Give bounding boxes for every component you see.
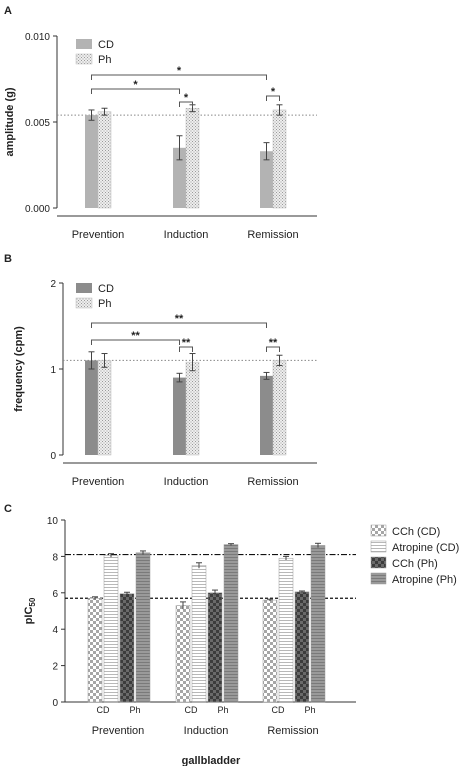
y-tick-label: 10 <box>47 516 59 527</box>
x-category-label: Prevention <box>72 476 125 488</box>
legend-swatch <box>76 283 92 293</box>
y-axis-label-sub: 50 <box>28 597 37 606</box>
y-tick-label: 0 <box>50 451 56 462</box>
bar-cd <box>173 147 186 208</box>
bar-ph <box>185 361 200 456</box>
bar-cd <box>260 151 273 208</box>
x-category-label: Remission <box>267 725 318 737</box>
y-tick-label: 0.010 <box>25 32 50 43</box>
sub-label-cd: CD <box>185 705 198 715</box>
y-axis-label: frequency (cpm) <box>13 326 25 412</box>
significance-bracket <box>179 101 193 107</box>
x-category-label: Induction <box>184 725 229 737</box>
significance-label: * <box>177 65 182 77</box>
bar-series-3 <box>223 544 239 703</box>
bar-series-1 <box>103 555 119 703</box>
bar-series-1 <box>191 565 207 703</box>
bar-cd <box>85 115 98 208</box>
significance-label: ** <box>131 330 140 342</box>
panel-letter-c: C <box>4 503 12 515</box>
bar-ph <box>272 109 287 209</box>
x-category-label: Induction <box>164 229 209 241</box>
significance-bracket <box>91 74 267 80</box>
bar-series-1 <box>278 557 294 703</box>
x-category-label: Induction <box>164 476 209 488</box>
y-axis-label-main: pIC <box>23 607 35 625</box>
bar-series-2 <box>119 593 135 703</box>
panel-a-amplitude-chart: 0.000 0.005 0.010 amplitude (g) Prevention In… <box>4 32 317 241</box>
sub-label-cd: CD <box>272 705 285 715</box>
y-axis-label: pIC50 <box>23 597 37 624</box>
bar-series-2 <box>207 592 223 703</box>
legend-label: CCh (Ph) <box>392 558 438 570</box>
bar-ph <box>97 360 112 456</box>
y-tick-label: 0.000 <box>25 204 50 215</box>
bar-ph <box>185 107 200 209</box>
legend-label: Ph <box>98 298 111 310</box>
legend-label: CD <box>98 283 114 295</box>
bar-series-0 <box>175 605 191 703</box>
bar-cd <box>85 360 98 455</box>
legend-label: Atropine (Ph) <box>392 574 457 586</box>
bar-series-3 <box>310 545 326 703</box>
y-tick-label: 1 <box>50 365 56 376</box>
legend-label: Atropine (CD) <box>392 542 459 554</box>
significance-label: * <box>133 79 138 91</box>
sub-label-ph: Ph <box>129 705 140 715</box>
sub-label-ph: Ph <box>304 705 315 715</box>
x-category-label: Remission <box>247 229 298 241</box>
legend-swatch <box>75 53 93 65</box>
panel-letter-a: A <box>4 5 12 17</box>
x-category-label: Prevention <box>72 229 125 241</box>
bar-ph <box>272 360 287 456</box>
legend-swatch <box>370 524 387 537</box>
sub-label-ph: Ph <box>217 705 228 715</box>
significance-label: * <box>184 92 189 104</box>
panel-b-frequency-chart: 0 1 2 frequency (cpm) Prevention Induction Rem… <box>13 279 317 488</box>
y-tick-label: 0.005 <box>25 118 50 129</box>
y-tick-label: 0 <box>52 698 58 709</box>
y-tick-label: 8 <box>52 552 58 563</box>
significance-label: ** <box>182 337 191 349</box>
significance-bracket <box>91 322 267 328</box>
legend-swatch <box>76 39 92 49</box>
legend-swatch <box>370 572 387 585</box>
significance-label: * <box>271 86 276 98</box>
bar-series-2 <box>294 591 310 703</box>
y-tick-label: 6 <box>52 589 58 600</box>
y-axis-label: amplitude (g) <box>4 87 16 156</box>
significance-bracket <box>91 88 180 94</box>
legend-label: Ph <box>98 54 111 66</box>
significance-bracket <box>266 346 280 352</box>
significance-label: ** <box>269 337 278 349</box>
x-category-label: Prevention <box>92 725 145 737</box>
legend-swatch <box>370 556 387 569</box>
legend-label: CD <box>98 39 114 51</box>
legend-swatch <box>370 540 387 553</box>
x-axis-label: gallbladder <box>182 755 241 766</box>
y-tick-label: 2 <box>50 279 56 290</box>
bar-series-3 <box>135 552 151 703</box>
legend-label: CCh (CD) <box>392 526 440 538</box>
significance-bracket <box>91 339 180 345</box>
bar-ph <box>97 111 112 209</box>
bar-cd <box>173 377 186 455</box>
panel-letter-b: B <box>4 253 12 265</box>
bar-series-0 <box>87 598 103 703</box>
y-tick-label: 2 <box>52 662 58 673</box>
bar-series-0 <box>262 599 278 703</box>
sub-label-cd: CD <box>97 705 110 715</box>
significance-bracket <box>266 95 280 101</box>
legend-swatch <box>75 297 93 309</box>
panel-c-pic50-chart: 0 2 4 6 8 10 pIC50 CD Ph Prevention CD Ph Induction C… <box>23 516 459 766</box>
significance-bracket <box>179 346 193 352</box>
y-tick-label: 4 <box>52 625 58 636</box>
significance-label: ** <box>175 313 184 325</box>
bar-cd <box>260 375 273 455</box>
x-category-label: Remission <box>247 476 298 488</box>
